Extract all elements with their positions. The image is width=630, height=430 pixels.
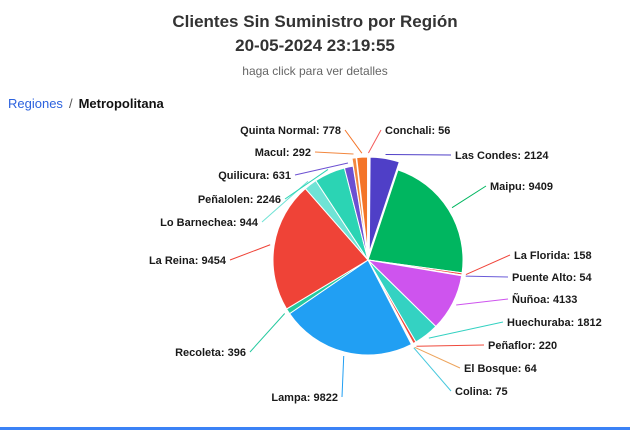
- slice-label-lo-barnechea[interactable]: Lo Barnechea: 944: [160, 217, 259, 229]
- pie-slice-las-condes[interactable]: [368, 156, 400, 253]
- label-connector-la-florida: [465, 254, 511, 275]
- breadcrumb-current: Metropolitana: [78, 96, 164, 111]
- label-connector-el-bosque: [414, 346, 461, 369]
- slice-label-las-condes[interactable]: Las Condes: 2124: [455, 150, 549, 162]
- label-connector-pe-aflor: [416, 344, 485, 347]
- label-connector-colina: [413, 347, 452, 392]
- slice-label-la-reina[interactable]: La Reina: 9454: [149, 255, 227, 267]
- slice-label-colina[interactable]: Colina: 75: [455, 386, 508, 398]
- label-connector-pe-alolen: [284, 169, 329, 200]
- pie-chart: Conchali: 56 Las Condes: 2124 Maipu: 9409 L…: [149, 125, 602, 404]
- page-datetime: 20-05-2024 23:19:55: [235, 36, 395, 55]
- label-connector-u-oa: [456, 298, 509, 306]
- slice-label-la-florida[interactable]: La Florida: 158: [514, 250, 592, 262]
- breadcrumb-separator: /: [68, 96, 73, 111]
- chart-header: Clientes Sin Suministro por Región 20-05…: [0, 0, 630, 79]
- label-connector-maipu: [451, 185, 487, 209]
- label-connector-puente-alto: [465, 275, 509, 278]
- label-connector-quilicura: [294, 162, 349, 176]
- label-connector-recoleta: [249, 313, 286, 353]
- pie-slice-la-reina[interactable]: [272, 187, 369, 310]
- slice-label-conchali[interactable]: Conchali: 56: [385, 125, 450, 137]
- label-connector-macul: [314, 151, 354, 155]
- label-connector-lampa: [341, 355, 345, 398]
- slice-label-quilicura[interactable]: Quilicura: 631: [218, 170, 291, 182]
- slice-label-el-bosque[interactable]: El Bosque: 64: [464, 363, 538, 375]
- pie-slice-conchali[interactable]: [367, 156, 370, 253]
- page-title: Clientes Sin Suministro por Región: [172, 12, 458, 31]
- breadcrumb-link-regiones[interactable]: Regiones: [8, 96, 63, 111]
- pie-slice-quinta-normal[interactable]: [356, 156, 369, 253]
- slice-label-macul[interactable]: Macul: 292: [255, 147, 311, 159]
- label-connector-huechuraba: [428, 321, 504, 339]
- slice-label-puente-alto[interactable]: Puente Alto: 54: [512, 272, 593, 284]
- label-connector-la-reina: [229, 244, 271, 261]
- breadcrumb: Regiones / Metropolitana: [0, 96, 630, 112]
- slice-label-maipu[interactable]: Maipu: 9409: [490, 181, 553, 193]
- slice-label-huechuraba[interactable]: Huechuraba: 1812: [507, 317, 602, 329]
- pie-slice-lampa[interactable]: [288, 259, 413, 356]
- slice-label-lampa[interactable]: Lampa: 9822: [271, 392, 338, 404]
- label-connector-quinta-normal: [344, 129, 363, 154]
- pie-slice-maipu[interactable]: [367, 169, 464, 274]
- slice-label-pe-aflor[interactable]: Peñaflor: 220: [488, 340, 557, 352]
- pie-slice-macul[interactable]: [351, 157, 368, 253]
- bottom-element-edge: [0, 427, 630, 430]
- slice-label-pe-alolen[interactable]: Peñalolen: 2246: [198, 194, 281, 206]
- slice-label-u-oa[interactable]: Ñuñoa: 4133: [512, 293, 577, 306]
- chart-subtitle: haga click para ver detalles: [242, 64, 388, 78]
- slice-label-quinta-normal[interactable]: Quinta Normal: 778: [240, 125, 341, 137]
- label-connector-conchali: [368, 129, 382, 154]
- label-connector-las-condes: [385, 153, 452, 156]
- slice-label-recoleta[interactable]: Recoleta: 396: [175, 347, 246, 359]
